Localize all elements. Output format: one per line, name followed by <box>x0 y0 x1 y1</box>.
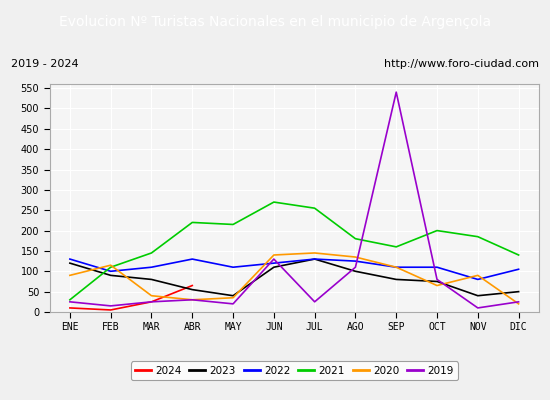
Legend: 2024, 2023, 2022, 2021, 2020, 2019: 2024, 2023, 2022, 2021, 2020, 2019 <box>131 362 458 380</box>
Text: 2019 - 2024: 2019 - 2024 <box>11 59 79 69</box>
Text: http://www.foro-ciudad.com: http://www.foro-ciudad.com <box>384 59 539 69</box>
Text: Evolucion Nº Turistas Nacionales en el municipio de Argençola: Evolucion Nº Turistas Nacionales en el m… <box>59 15 491 29</box>
